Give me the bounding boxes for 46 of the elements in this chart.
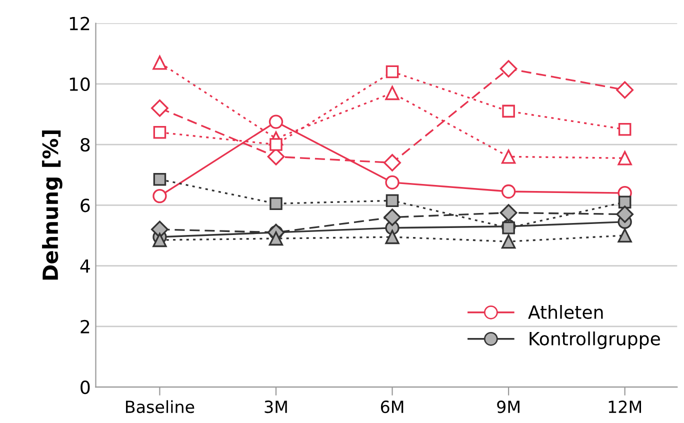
point — [501, 184, 516, 199]
point — [270, 197, 282, 210]
y-tick-label: 10 — [70, 77, 90, 92]
point — [384, 154, 401, 172]
point — [268, 114, 284, 129]
point — [153, 126, 166, 139]
point — [268, 231, 284, 246]
point — [500, 60, 518, 78]
point — [270, 138, 282, 151]
y-tick-label: 8 — [80, 138, 90, 152]
point — [618, 122, 632, 136]
point — [385, 175, 400, 190]
point — [386, 65, 399, 78]
point — [616, 206, 634, 223]
x-tick-label: 3M — [264, 400, 287, 414]
point — [618, 196, 632, 209]
y-axis-title: Dehnung [%] — [42, 130, 62, 280]
point — [501, 150, 516, 164]
point — [500, 204, 518, 222]
legend-label: Kontrollgruppe — [530, 331, 660, 349]
point — [616, 81, 634, 99]
y-tick-label: 12 — [70, 16, 90, 30]
y-tick-label: 6 — [80, 198, 90, 212]
point — [153, 172, 166, 186]
point — [151, 99, 168, 117]
y-tick-label: 4 — [80, 259, 90, 273]
point — [501, 234, 516, 249]
y-tick-label: 2 — [80, 320, 90, 334]
point — [385, 230, 400, 244]
x-tick-label: 9M — [497, 400, 520, 414]
point — [152, 188, 167, 204]
point — [151, 220, 168, 238]
x-tick-label: 12M — [608, 400, 641, 413]
x-tick-label: 6M — [380, 400, 404, 414]
point — [385, 86, 400, 100]
point — [152, 56, 167, 70]
y-tick-label: 0 — [80, 380, 90, 394]
point — [152, 232, 167, 248]
point — [618, 151, 632, 166]
point — [502, 222, 515, 234]
point — [386, 194, 399, 207]
point — [502, 104, 515, 118]
legend-label: Athleten — [528, 304, 603, 319]
point — [618, 228, 632, 243]
point — [384, 208, 401, 226]
x-tick-label: Baseline — [126, 400, 194, 414]
